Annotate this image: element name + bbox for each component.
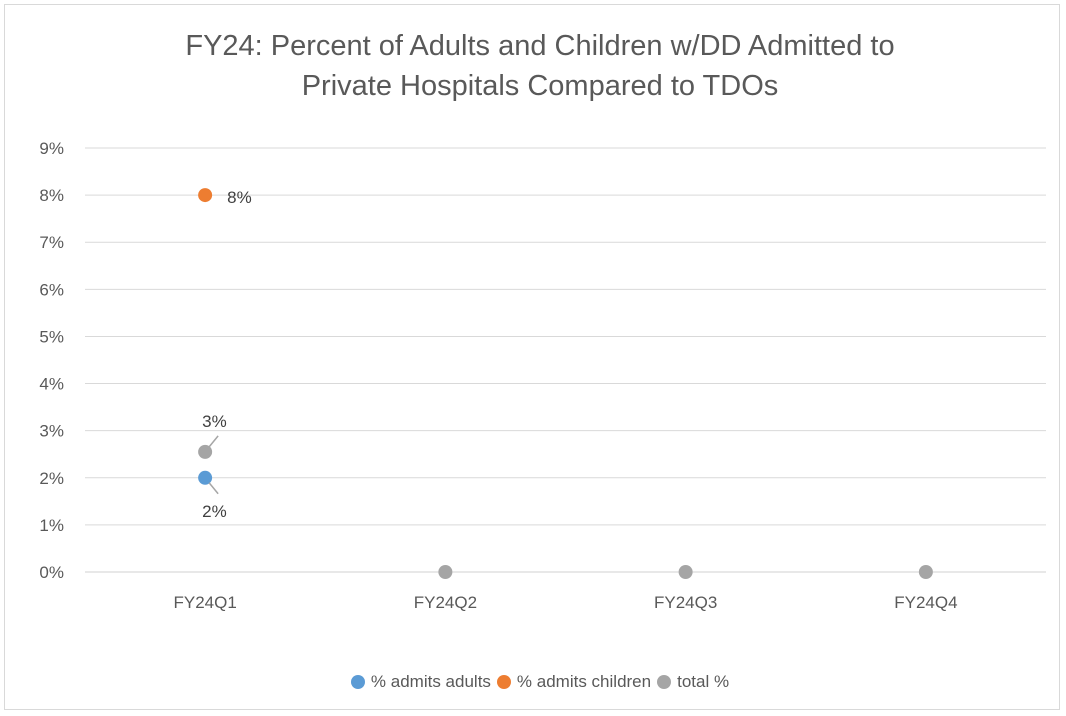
data-label: 3% [202,412,227,431]
y-tick-label: 8% [39,186,64,205]
legend-label: % admits children [516,672,652,691]
legend-item: % admits children [496,672,652,692]
legend-marker [657,675,672,689]
legend-label: total % [677,672,730,691]
data-label: 8% [227,188,252,207]
leader-line [208,435,219,448]
chart-title-line-1: FY24: Percent of Adults and Children w/D… [185,30,895,62]
y-tick-label: 0% [39,563,64,582]
legend-marker [350,675,365,689]
data-point [678,565,693,579]
chart-title: FY24: Percent of Adults and Children w/D… [0,26,1066,106]
data-point [918,565,933,579]
y-tick-label: 3% [39,422,64,441]
y-tick-label: 4% [39,375,64,394]
data-point [198,188,213,203]
y-tick-label: 9% [39,139,64,158]
data-point [198,470,213,485]
y-tick-label: 6% [39,280,64,299]
x-tick-label: FY24Q1 [173,593,236,612]
x-tick-label: FY24Q3 [654,593,717,612]
legend: % admits adults % admits children total % [0,672,1066,694]
chart-title-line-2: Private Hospitals Compared to TDOs [301,70,779,102]
leader-line [208,482,219,495]
legend-item: % admits adults [350,672,491,692]
legend-marker [496,675,511,689]
data-point [438,565,453,579]
chart-frame [4,4,1060,710]
x-tick-label: FY24Q4 [894,593,957,612]
data-label: 2% [202,502,227,521]
y-tick-label: 1% [39,516,64,535]
legend-label: % admits adults [370,672,491,691]
y-tick-label: 5% [39,327,64,346]
legend-item: total % [657,672,729,692]
x-tick-label: FY24Q2 [414,593,477,612]
data-point [198,444,213,459]
y-tick-label: 7% [39,233,64,252]
y-tick-label: 2% [39,469,64,488]
